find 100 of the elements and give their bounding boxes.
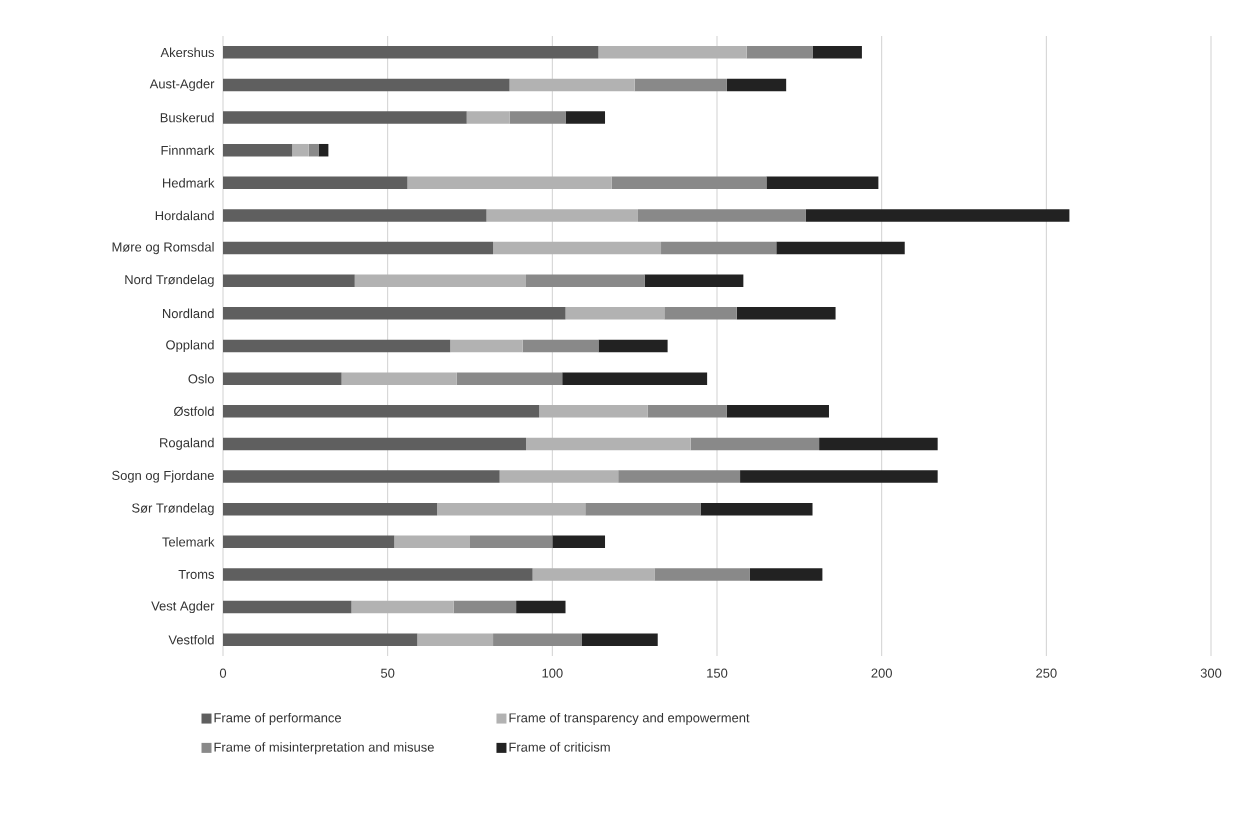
bar: [437, 502, 586, 516]
bar: [223, 535, 395, 549]
y-tick-label: Nordland: [162, 308, 214, 319]
x-tick-label: 250: [1036, 668, 1057, 678]
bar: [532, 568, 655, 581]
bar: [565, 111, 606, 124]
bar: [223, 307, 566, 320]
y-tick-label: Vestfold: [168, 634, 214, 645]
bar: [726, 405, 829, 418]
bar: [700, 502, 813, 516]
x-tick-label: 0: [219, 668, 227, 678]
bar: [740, 470, 938, 483]
bar: [664, 307, 737, 320]
bar: [726, 78, 787, 92]
y-tick-label: Akershus: [160, 47, 215, 58]
bar: [223, 143, 293, 157]
bar: [499, 470, 619, 483]
bar: [618, 470, 741, 483]
bar: [223, 502, 438, 516]
bar: [223, 633, 418, 646]
bar: [223, 372, 342, 385]
x-tick-label: 200: [871, 668, 892, 678]
bar: [525, 274, 645, 287]
bar: [746, 46, 813, 59]
legend-label: Frame of transparency and empowerment: [509, 712, 750, 725]
bar: [223, 111, 467, 124]
bar: [341, 372, 457, 385]
bar: [223, 209, 487, 222]
legend-label: Frame of criticism: [509, 742, 610, 752]
x-tick-label: 50: [380, 668, 395, 678]
bar: [351, 600, 454, 614]
y-tick-label: Finnmark: [161, 145, 215, 155]
y-tick-label: Aust-Agder: [149, 78, 215, 91]
bar: [223, 568, 533, 581]
bar: [223, 339, 451, 353]
bar: [611, 176, 767, 190]
bar: [598, 339, 668, 353]
bar: [470, 535, 553, 549]
bar: [598, 46, 747, 59]
bar: [552, 535, 606, 549]
x-tick-label: 300: [1200, 668, 1222, 678]
bar: [634, 78, 727, 92]
y-tick-label: Hordaland: [155, 210, 214, 221]
y-tick-label: Hedmark: [163, 178, 215, 188]
bar: [766, 176, 879, 190]
bar: [776, 241, 905, 255]
bar: [581, 633, 658, 646]
bar: [486, 209, 638, 222]
bar: [805, 209, 1070, 222]
bar: [417, 633, 494, 646]
y-tick-label: Oslo: [188, 373, 214, 384]
bar: [223, 274, 355, 287]
bar: [749, 568, 823, 581]
bar: [562, 372, 708, 385]
bar: [690, 437, 820, 451]
bar: [661, 241, 777, 255]
bar: [565, 307, 665, 320]
bar: [637, 209, 806, 222]
bar: [453, 600, 517, 614]
bar: [450, 339, 523, 353]
bar: [654, 568, 750, 581]
x-tick-label: 150: [707, 668, 728, 678]
y-tick-label: Sogn og Fjordane: [112, 470, 214, 483]
bar: [354, 274, 526, 287]
bar: [223, 176, 408, 190]
bar: [493, 241, 662, 255]
bar: [223, 241, 494, 255]
bar: [223, 405, 540, 418]
y-tick-label: Møre og Romsdal: [112, 242, 214, 255]
bar: [509, 111, 566, 124]
y-tick-label: Rogaland: [160, 437, 214, 450]
bar: [539, 405, 648, 418]
y-tick-label: Nord Trøndelag: [125, 274, 214, 287]
bar: [516, 600, 566, 614]
bar: [466, 111, 510, 124]
y-tick-label: Oppland: [166, 339, 214, 353]
y-tick-label: Østfold: [173, 406, 214, 417]
y-tick-label: Vest Agder: [151, 601, 215, 614]
bar: [223, 437, 526, 451]
bar: [223, 470, 500, 483]
bar: [456, 372, 563, 385]
y-tick-label: Sør Trøndelag: [132, 503, 214, 516]
bar: [812, 46, 862, 59]
bar: [308, 143, 319, 157]
x-tick-label: 100: [542, 668, 563, 678]
bar: [644, 274, 744, 287]
bar: [493, 633, 582, 646]
legend-label: Frame of performance: [214, 712, 342, 725]
bar: [819, 437, 938, 451]
legend-label: Frame of misinterpretation and misuse: [214, 742, 434, 755]
bar: [509, 78, 635, 92]
bar: [736, 307, 836, 320]
bar: [292, 143, 309, 157]
bar: [522, 339, 599, 353]
y-tick-label: Buskerud: [160, 112, 214, 123]
bar: [525, 437, 691, 451]
bar: [407, 176, 612, 190]
bar: [223, 46, 599, 59]
bar: [223, 78, 510, 92]
bar: [394, 535, 470, 549]
